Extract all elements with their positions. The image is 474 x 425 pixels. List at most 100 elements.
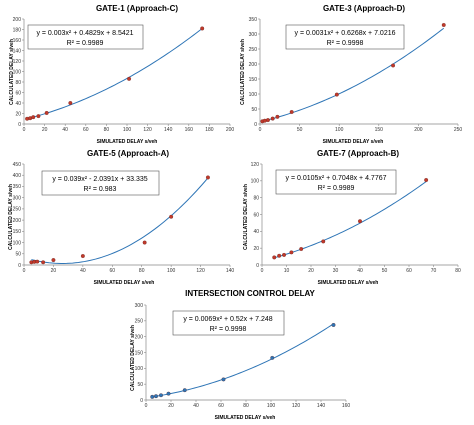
x-tick-label: 160 — [342, 403, 351, 409]
y-tick-label: 350 — [13, 184, 22, 190]
trendline — [152, 323, 334, 398]
x-tick-label: 60 — [218, 403, 224, 409]
x-tick-label: 120 — [292, 403, 301, 409]
equation-gate-1: y = 0.003x² + 0.4829x + 8.5421 — [36, 30, 133, 37]
data-point — [80, 254, 85, 258]
plot-gate-3: 0 50 100 150 200 250 0 50 100 150 200 250 300 350 — [249, 17, 463, 133]
equation-intersection: y = 0.0069x² + 0.52x + 7.248 — [183, 316, 272, 323]
x-tick-label: 40 — [357, 268, 363, 274]
x-tick-label: 160 — [185, 127, 194, 133]
y-tick-label: 180 — [13, 27, 22, 33]
data-point — [391, 63, 396, 68]
y-tick-label: 0 — [256, 263, 259, 269]
y-tick-label: 0 — [254, 122, 257, 128]
x-tick-label: 150 — [375, 127, 384, 133]
data-point — [221, 377, 226, 382]
y-tick-label: 250 — [135, 319, 144, 325]
x-tick-label: 60 — [110, 268, 116, 274]
x-tick-label: 100 — [267, 403, 276, 409]
x-tick-label: 20 — [308, 268, 314, 274]
plot-gate-1: 0 20 40 60 80 100 120 140 160 180 200 0 20 40 60 80 100 1… — [13, 17, 235, 133]
x-axis-title-gate-7: SIMULATED DELAY s/veh — [318, 280, 379, 286]
data-point — [334, 92, 339, 97]
x-tick-label: 120 — [196, 268, 205, 274]
y-tick-label: 80 — [15, 80, 21, 86]
data-point — [331, 323, 336, 327]
r-squared-gate-5: R² = 0.983 — [84, 186, 117, 193]
y-tick-label: 300 — [249, 32, 258, 38]
y-tick-label: 20 — [253, 246, 259, 252]
x-tick-label: 80 — [139, 268, 145, 274]
y-tick-label: 100 — [13, 69, 22, 75]
chart-title-gate-7: GATE-7 (Approach-B) — [317, 149, 399, 158]
x-tick-label: 0 — [261, 268, 264, 274]
r-squared-gate-1: R² = 0.9989 — [67, 40, 104, 47]
x-tick-label: 120 — [143, 127, 152, 133]
plot-gate-5: 0 20 40 60 80 100 120 140 0 50 100 150 200 250 300 350 4… — [13, 162, 235, 274]
y-axis-title-gate-7: CALCULATED DELAY s/veh — [243, 184, 249, 250]
y-tick-label: 40 — [15, 101, 21, 107]
trendline — [31, 177, 209, 264]
data-point — [321, 239, 326, 244]
x-axis-title-intersection: SIMULATED DELAY s/veh — [215, 415, 276, 421]
y-tick-label: 150 — [249, 77, 258, 83]
data-point — [41, 260, 46, 265]
y-axis-title-gate-3: CALCULATED DELAY s/veh — [240, 39, 246, 105]
data-point — [358, 219, 362, 224]
y-tick-label: 200 — [135, 334, 144, 340]
y-tick-label: 250 — [249, 47, 258, 53]
y-tick-label: 60 — [253, 212, 259, 218]
y-tick-label: 20 — [15, 111, 21, 117]
x-tick-label: 200 — [226, 127, 235, 133]
equation-gate-7: y = 0.0105x² + 0.7048x + 4.7767 — [286, 175, 387, 182]
x-tick-label: 40 — [62, 127, 68, 133]
y-tick-label: 350 — [249, 17, 258, 23]
x-axis-title-gate-3: SIMULATED DELAY s/veh — [323, 139, 384, 145]
y-tick-label: 200 — [249, 62, 258, 68]
data-point — [262, 118, 267, 123]
x-tick-label: 70 — [431, 268, 437, 274]
x-tick-label: 180 — [205, 127, 214, 133]
x-tick-label: 0 — [145, 403, 148, 409]
data-point — [289, 250, 294, 255]
chart-title-intersection: INTERSECTION CONTROL DELAY — [185, 289, 315, 298]
chart-title-gate-3: GATE-3 (Approach-D) — [323, 4, 405, 13]
data-point — [299, 247, 304, 251]
data-point — [200, 26, 205, 31]
x-tick-label: 20 — [42, 127, 48, 133]
equation-box-gate-3 — [285, 24, 405, 50]
x-tick-label: 0 — [259, 127, 262, 133]
x-tick-label: 0 — [23, 127, 26, 133]
x-tick-label: 80 — [243, 403, 249, 409]
data-point — [441, 23, 446, 27]
equation-box-gate-5 — [41, 170, 160, 196]
y-tick-label: 50 — [251, 107, 257, 113]
data-point — [150, 394, 155, 399]
data-point — [289, 110, 294, 114]
y-axis-title-gate-1: CALCULATED DELAY s/veh — [9, 39, 15, 105]
data-point — [169, 214, 174, 219]
x-tick-label: 20 — [168, 403, 174, 409]
x-tick-label: 250 — [454, 127, 463, 133]
x-tick-label: 30 — [333, 268, 339, 274]
y-tick-label: 40 — [253, 229, 259, 235]
y-tick-label: 100 — [13, 240, 22, 246]
y-tick-label: 120 — [13, 59, 22, 65]
y-tick-label: 250 — [13, 207, 22, 213]
y-tick-label: 0 — [140, 398, 143, 404]
chart-title-gate-1: GATE-1 (Approach-C) — [96, 4, 178, 13]
y-tick-label: 140 — [13, 48, 22, 54]
y-tick-label: 100 — [135, 366, 144, 372]
data-point — [182, 388, 187, 393]
x-tick-label: 60 — [406, 268, 412, 274]
data-point — [277, 253, 282, 258]
equation-box-intersection — [172, 310, 285, 336]
x-tick-label: 0 — [23, 268, 26, 274]
y-tick-label: 300 — [13, 195, 22, 201]
y-tick-label: 200 — [13, 218, 22, 224]
r-squared-gate-7: R² = 0.9989 — [318, 185, 355, 192]
r-squared-gate-3: R² = 0.9998 — [327, 40, 364, 47]
data-point — [205, 175, 210, 180]
